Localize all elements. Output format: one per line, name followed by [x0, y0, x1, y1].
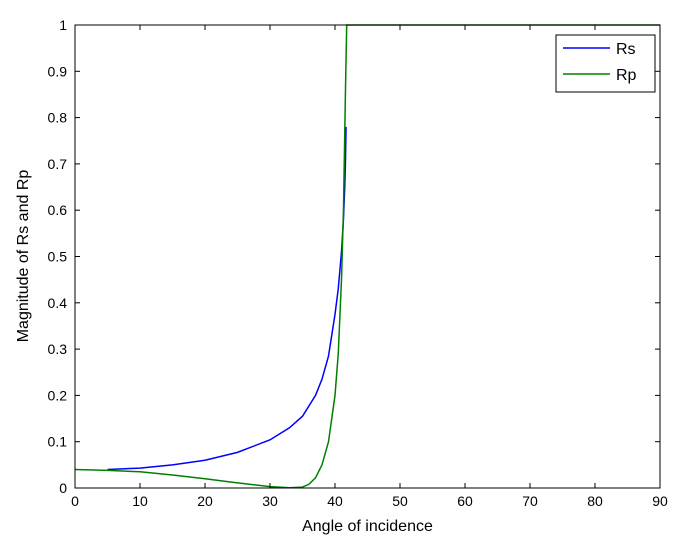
legend-label-rs: Rs: [616, 41, 636, 58]
y-tick-label: 0.3: [48, 341, 68, 357]
x-tick-label: 40: [327, 493, 343, 509]
y-tick-label: 0.7: [48, 156, 68, 172]
series-line-rp: [74, 24, 660, 489]
x-tick-label: 20: [197, 493, 213, 509]
series-layer: [74, 24, 660, 489]
y-tick-label: 0.8: [48, 110, 68, 126]
plot-area: [75, 25, 660, 488]
y-tick-label: 0.6: [48, 202, 68, 218]
y-tick-label: 0.4: [48, 295, 68, 311]
legend: Rs Rp: [555, 34, 656, 93]
x-tick-label: 90: [652, 493, 668, 509]
x-axis-label: Angle of incidence: [302, 518, 433, 535]
y-axis-label: Magnitude of Rs and Rp: [15, 170, 32, 343]
y-axis-ticks: 0 0.1 0.2 0.3 0.4 0.5 0.6 0.7 0.8 0.9 1: [48, 17, 660, 496]
x-tick-label: 60: [457, 493, 473, 509]
legend-label-rp: Rp: [616, 67, 637, 84]
y-tick-label: 0.1: [48, 434, 68, 450]
x-tick-label: 70: [522, 493, 538, 509]
x-tick-label: 80: [587, 493, 603, 509]
x-tick-label: 30: [262, 493, 278, 509]
y-tick-label: 0: [59, 480, 67, 496]
x-axis-ticks: 0 10 20 30 40 50 60 70 80 90: [71, 25, 668, 509]
y-tick-label: 0.5: [48, 249, 68, 265]
y-tick-label: 0.9: [48, 63, 68, 79]
x-tick-label: 10: [132, 493, 148, 509]
x-tick-label: 0: [71, 493, 79, 509]
legend-box: [555, 34, 656, 93]
y-tick-label: 1: [59, 17, 67, 33]
x-tick-label: 50: [392, 493, 408, 509]
y-tick-label: 0.2: [48, 387, 68, 403]
